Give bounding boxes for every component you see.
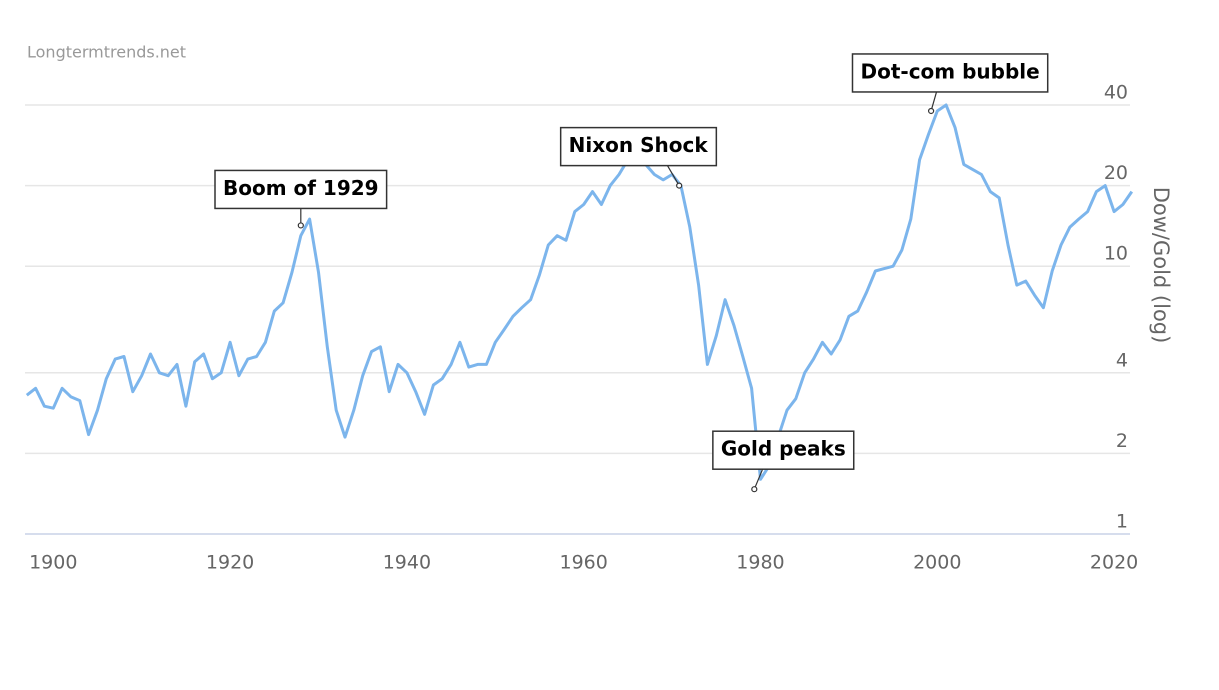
y-tick-label: 20 <box>1104 162 1128 184</box>
annotation-point <box>751 486 758 493</box>
x-tick-label: 1900 <box>29 552 77 574</box>
x-tick-label: 2020 <box>1090 552 1138 574</box>
x-tick-label: 2000 <box>913 552 961 574</box>
y-tick-label: 4 <box>1116 349 1128 371</box>
annotation-label: Boom of 1929 <box>223 176 379 200</box>
annotation-point <box>297 222 304 229</box>
x-tick-label: 1940 <box>383 552 431 574</box>
annotation-box <box>851 53 1049 93</box>
annotation-point <box>676 182 683 189</box>
annotation-connector <box>753 467 764 490</box>
annotation-box <box>214 169 388 210</box>
annotation: Gold peaks <box>712 430 855 493</box>
annotation: Dot-com bubble <box>851 53 1049 115</box>
y-axis-title: Dow/Gold (log) <box>1149 187 1173 344</box>
y-tick-label: 2 <box>1116 430 1128 452</box>
y-tick-label: 1 <box>1116 511 1128 533</box>
annotation-connector <box>666 164 680 186</box>
x-tick-label: 1980 <box>736 552 784 574</box>
annotation-label: Dot-com bubble <box>860 59 1039 83</box>
data-line <box>25 103 1134 481</box>
annotation: Boom of 1929 <box>214 169 388 229</box>
y-tick-label: 40 <box>1104 82 1128 104</box>
annotation-label: Gold peaks <box>721 437 846 461</box>
credit: Longtermtrends.net <box>27 43 186 62</box>
annotation-connector <box>930 90 938 112</box>
x-tick-label: 1920 <box>206 552 254 574</box>
annotation-label: Nixon Shock <box>569 133 709 157</box>
annotation-box <box>559 126 718 167</box>
annotation: Nixon Shock <box>559 126 718 189</box>
annotation-point <box>927 107 935 115</box>
y-tick-label: 10 <box>1104 243 1128 265</box>
x-tick-label: 1960 <box>560 552 608 574</box>
annotation-box <box>712 430 855 470</box>
